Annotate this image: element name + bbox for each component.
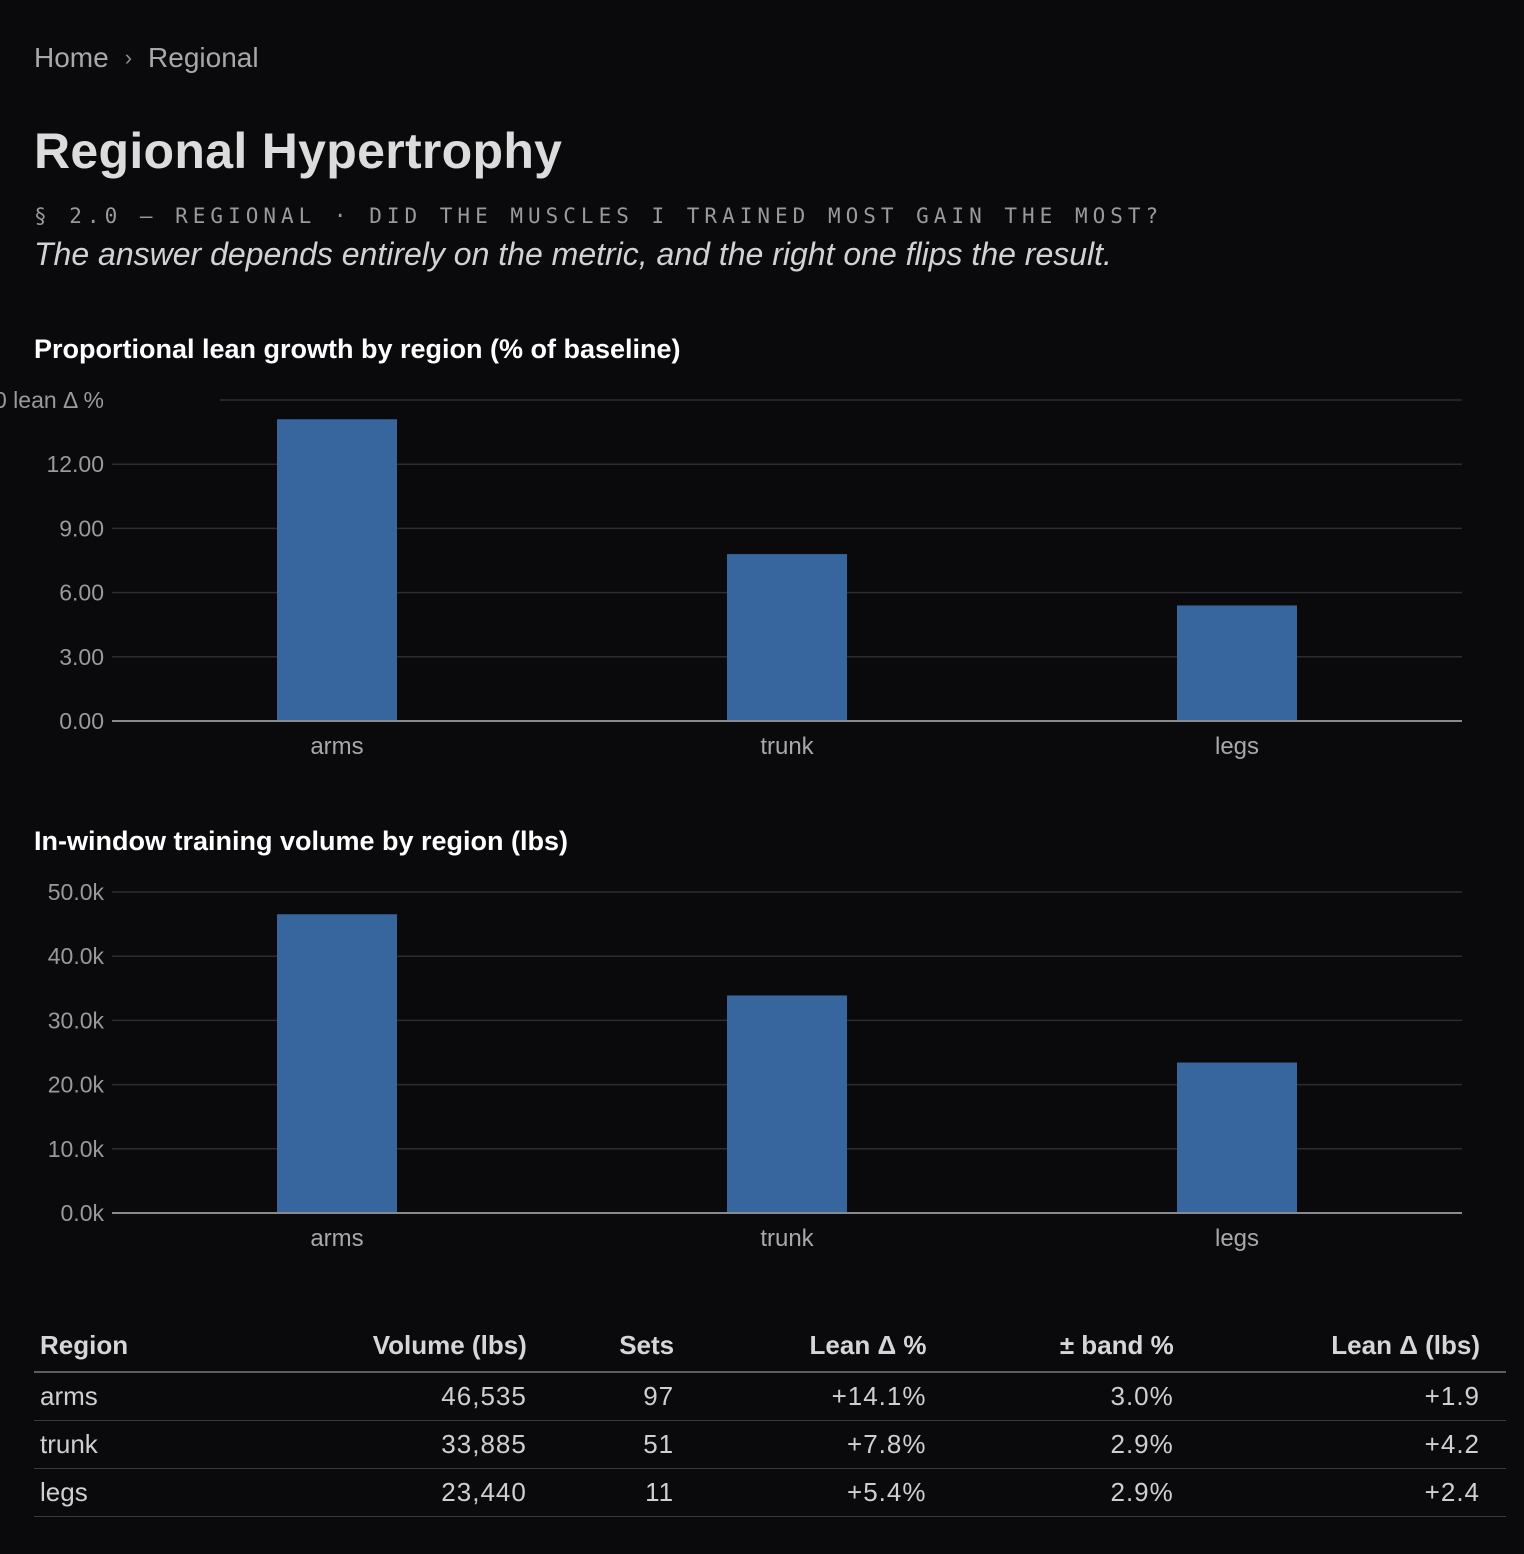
col-header-volume: Volume (lbs)	[237, 1322, 553, 1373]
cell-region: trunk	[34, 1420, 238, 1469]
training-volume-chart-title: In-window training volume by region (lbs…	[34, 826, 569, 856]
col-header-band-pct: ± band %	[952, 1322, 1200, 1373]
y-tick-label: 9.00	[59, 515, 104, 541]
x-tick-label: trunk	[760, 1225, 814, 1252]
cell-lean-pct: +5.4%	[700, 1468, 953, 1517]
cell-region: arms	[34, 1372, 238, 1421]
cell-band-pct: 2.9%	[952, 1468, 1200, 1517]
x-tick-label: trunk	[760, 733, 814, 760]
y-tick-label: 6.00	[59, 580, 104, 606]
y-tick-label: 30.0k	[48, 1007, 105, 1033]
col-header-region: Region	[34, 1322, 238, 1373]
cell-volume: 23,440	[237, 1468, 553, 1517]
cell-lean-pct: +14.1%	[700, 1372, 953, 1421]
cell-band-pct: 3.0%	[952, 1372, 1200, 1421]
bar-legs	[1177, 605, 1297, 721]
cell-volume: 33,885	[237, 1420, 553, 1469]
cell-lean-lbs: +1.9	[1199, 1372, 1506, 1421]
y-tick-label: 50.0k	[48, 879, 105, 905]
cell-lean-lbs: +4.2	[1199, 1420, 1506, 1469]
y-tick-label: 20.0k	[48, 1072, 105, 1098]
breadcrumb-current: Regional	[148, 42, 259, 73]
y-tick-label: 40.0k	[48, 943, 105, 969]
y-tick-label: 3.00	[59, 644, 104, 670]
lean-growth-chart: 0.00 3.00 6.00 9.00 12.00 15.00 lean Δ % arms t…	[0, 387, 1462, 760]
cell-sets: 97	[552, 1372, 701, 1421]
regional-summary-table: Region Volume (lbs) Sets Lean Δ % ± band…	[34, 1322, 1506, 1517]
table-row: legs 23,440 11 +5.4% 2.9% +2.4	[34, 1468, 1506, 1517]
section-kicker: § 2.0 — REGIONAL · DID THE MUSCLES I TRA…	[34, 204, 1164, 228]
cell-volume: 46,535	[237, 1372, 553, 1421]
bar-arms	[277, 419, 397, 721]
y-tick-label: 0.0k	[61, 1200, 105, 1226]
cell-lean-lbs: +2.4	[1199, 1468, 1506, 1517]
x-tick-label: legs	[1215, 733, 1259, 760]
bar-arms	[277, 914, 397, 1213]
cell-region: legs	[34, 1468, 238, 1517]
bar-legs	[1177, 1062, 1297, 1213]
cell-sets: 11	[552, 1468, 701, 1517]
page-title: Regional Hypertrophy	[34, 123, 563, 179]
bar-trunk	[727, 995, 847, 1213]
breadcrumb: Home › Regional	[34, 42, 259, 74]
y-tick-label: 0.00	[59, 708, 104, 734]
y-tick-label: 10.0k	[48, 1136, 105, 1162]
y-tick-label: 12.00	[46, 451, 104, 477]
section-lede: The answer depends entirely on the metri…	[34, 236, 1112, 272]
col-header-sets: Sets	[552, 1322, 701, 1373]
training-volume-chart: 0.0k 10.0k 20.0k 30.0k 40.0k 50.0k arms trunk le…	[48, 879, 1462, 1252]
breadcrumb-home-link[interactable]: Home	[34, 42, 109, 73]
cell-sets: 51	[552, 1420, 701, 1469]
table-row: trunk 33,885 51 +7.8% 2.9% +4.2	[34, 1420, 1506, 1469]
bar-trunk	[727, 554, 847, 721]
cell-band-pct: 2.9%	[952, 1420, 1200, 1469]
y-tick-label: 15.00 lean Δ %	[0, 387, 104, 413]
col-header-lean-pct: Lean Δ %	[700, 1322, 953, 1373]
x-tick-label: arms	[310, 733, 363, 760]
table-header-row: Region Volume (lbs) Sets Lean Δ % ± band…	[34, 1322, 1506, 1373]
chevron-right-icon: ›	[124, 45, 133, 70]
lean-growth-chart-title: Proportional lean growth by region (% of…	[34, 334, 681, 364]
x-tick-label: legs	[1215, 1225, 1259, 1252]
x-tick-label: arms	[310, 1225, 363, 1252]
cell-lean-pct: +7.8%	[700, 1420, 953, 1469]
table-row: arms 46,535 97 +14.1% 3.0% +1.9	[34, 1372, 1506, 1421]
col-header-lean-lbs: Lean Δ (lbs)	[1199, 1322, 1506, 1373]
